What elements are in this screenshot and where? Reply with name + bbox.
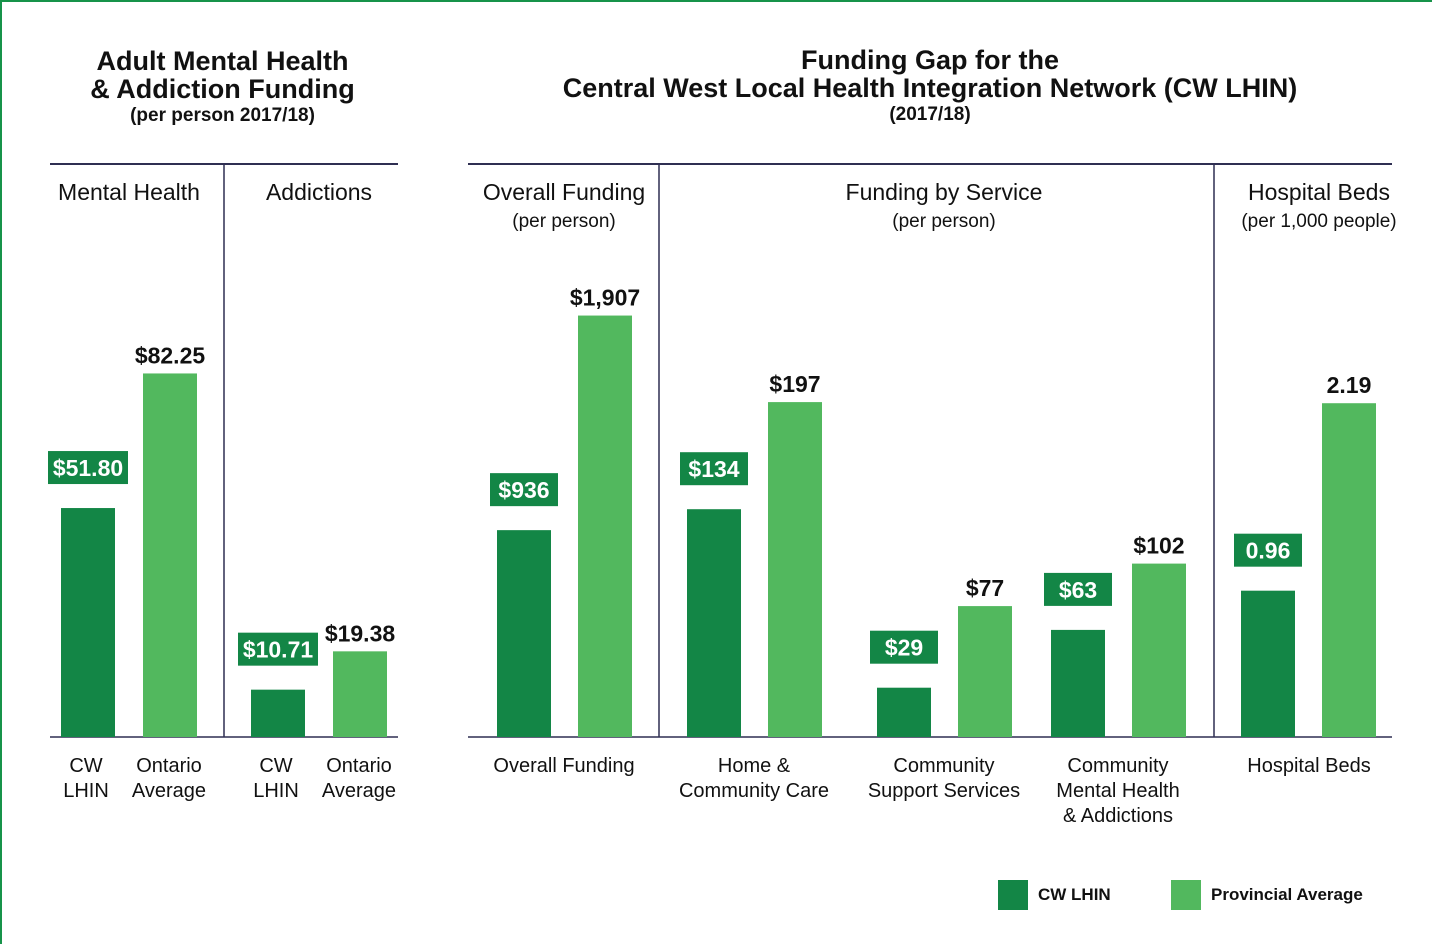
- value-label-box-cw: [680, 452, 748, 486]
- bar-provincial: [578, 315, 632, 737]
- bar-cw: [1241, 590, 1295, 737]
- bar-cw: [1051, 629, 1105, 737]
- value-label-cw: $63: [1059, 577, 1097, 603]
- panel-heading: Mental Health: [58, 179, 200, 205]
- left-title-line2: & Addiction Funding: [90, 74, 355, 104]
- left-chart-title: Adult Mental Health & Addiction Funding …: [40, 47, 405, 129]
- panel-subheading: (per person): [512, 211, 616, 232]
- bar-provincial: [768, 402, 822, 737]
- right-title-subtitle: (2017/18): [889, 104, 971, 125]
- value-label-provincial: 2.19: [1327, 372, 1372, 398]
- legend-swatch-provincial: [1171, 880, 1201, 910]
- panel-subheading: (per 1,000 people): [1241, 211, 1396, 232]
- x-tick-label: Mental Health: [1056, 780, 1179, 802]
- left-title-line1: Adult Mental Health: [96, 46, 349, 76]
- bar-cw: [687, 509, 741, 737]
- bar-provincial: [333, 651, 387, 737]
- value-label-provincial: $19.38: [325, 620, 396, 646]
- x-tick-label: CW: [69, 755, 102, 777]
- right-title-line1: Funding Gap for the: [801, 45, 1059, 75]
- x-tick-label: & Addictions: [1063, 805, 1173, 827]
- value-label-cw: $936: [498, 477, 549, 503]
- panel-heading: Funding by Service: [846, 179, 1043, 205]
- panel-heading: Overall Funding: [483, 179, 645, 205]
- bar-cw: [251, 689, 305, 737]
- value-label-box-cw: [1234, 533, 1302, 567]
- legend-swatch-cw: [998, 880, 1028, 910]
- bar-provincial: [958, 606, 1012, 737]
- x-tick-label: Ontario: [326, 755, 392, 777]
- x-tick-label: Community: [893, 755, 994, 777]
- panel-subheading: (per person): [892, 211, 996, 232]
- value-label-provincial: $102: [1133, 533, 1184, 559]
- x-tick-label: Hospital Beds: [1247, 755, 1370, 777]
- x-tick-label: Ontario: [136, 755, 202, 777]
- x-tick-label: Average: [132, 780, 206, 802]
- value-label-provincial: $82.25: [135, 342, 206, 368]
- value-label-provincial: $77: [966, 575, 1004, 601]
- value-label-box-cw: [490, 473, 558, 507]
- value-label-box-cw: [48, 451, 128, 485]
- x-tick-label: Community: [1067, 755, 1168, 777]
- legend-label-cw: CW LHIN: [1038, 885, 1111, 904]
- x-tick-label: Community Care: [679, 780, 829, 802]
- legend-item-cw: CW LHIN: [998, 880, 1111, 910]
- left-title-subtitle: (per person 2017/18): [130, 105, 315, 126]
- bar-provincial: [1132, 563, 1186, 737]
- x-tick-label: LHIN: [253, 780, 299, 802]
- bar-cw: [497, 530, 551, 737]
- value-label-provincial: $1,907: [570, 285, 640, 311]
- value-label-cw: $29: [885, 635, 923, 661]
- value-label-provincial: $197: [769, 371, 820, 397]
- value-label-box-cw: [238, 632, 318, 666]
- bar-cw: [61, 508, 115, 737]
- bar-provincial: [143, 373, 197, 737]
- x-tick-label: Average: [322, 780, 396, 802]
- value-label-cw: $51.80: [53, 455, 123, 481]
- bar-cw: [877, 687, 931, 737]
- panel-heading: Addictions: [266, 179, 372, 205]
- x-tick-label: CW: [259, 755, 292, 777]
- value-label-box-cw: [870, 630, 938, 664]
- x-tick-label: LHIN: [63, 780, 109, 802]
- right-chart-title: Funding Gap for the Central West Local H…: [470, 46, 1390, 128]
- right-title-line2: Central West Local Health Integration Ne…: [562, 73, 1298, 103]
- legend-item-provincial: Provincial Average: [1171, 880, 1363, 910]
- x-tick-label: Overall Funding: [493, 755, 634, 777]
- legend-label-provincial: Provincial Average: [1211, 885, 1363, 904]
- bar-provincial: [1322, 403, 1376, 737]
- value-label-box-cw: [1044, 572, 1112, 606]
- value-label-cw: $10.71: [243, 637, 314, 663]
- value-label-cw: 0.96: [1246, 538, 1291, 564]
- x-tick-label: Support Services: [868, 780, 1020, 802]
- value-label-cw: $134: [688, 456, 739, 482]
- panel-heading: Hospital Beds: [1248, 179, 1390, 205]
- x-tick-label: Home &: [718, 755, 791, 777]
